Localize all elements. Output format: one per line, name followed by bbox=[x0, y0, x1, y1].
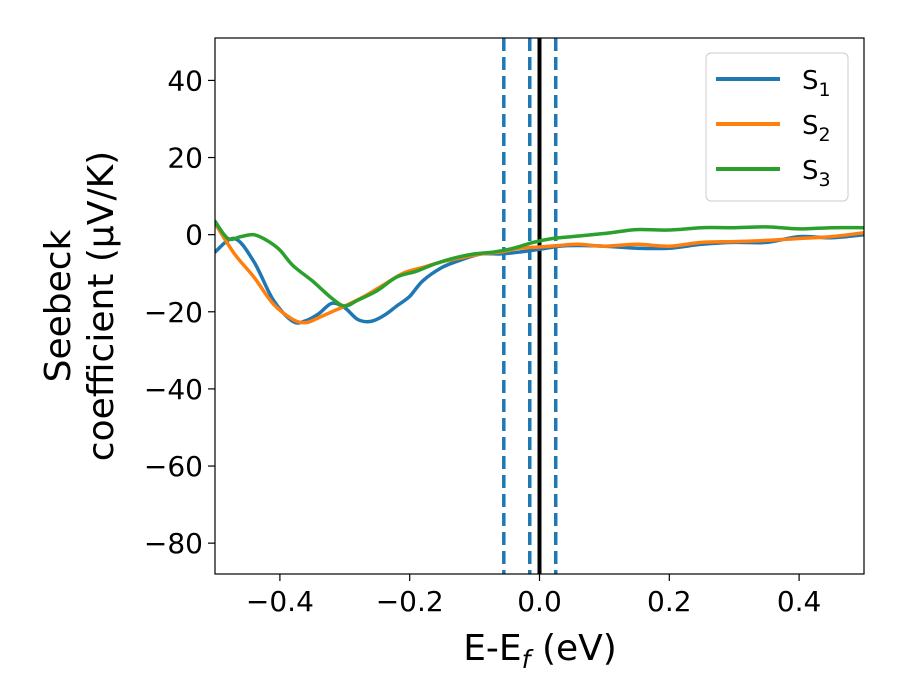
legend: S1 S2 S3 bbox=[705, 52, 849, 202]
x-axis-title: E-Ef (eV) bbox=[463, 628, 617, 674]
series-line-s1 bbox=[215, 232, 864, 325]
x-axis-label-main: E-E bbox=[463, 628, 521, 669]
legend-label-s2: S2 bbox=[802, 111, 831, 146]
legend-label-s3: S3 bbox=[802, 156, 831, 191]
x-axis-label-unit bbox=[530, 628, 541, 669]
y-tick-label: −20 bbox=[144, 296, 203, 329]
legend-box bbox=[705, 52, 849, 202]
axis-ticks: −0.4 −0.2 0.0 0.2 0.4 −80 −60 −40 −20 0 20 40 bbox=[144, 64, 821, 618]
y-tick-label: 40 bbox=[167, 64, 203, 97]
x-tick-label: 0.0 bbox=[517, 585, 562, 618]
series-line-s3 bbox=[215, 219, 864, 308]
legend-label-s1: S1 bbox=[802, 66, 831, 101]
y-axis-title: Seebeck coefficient (μV/K) bbox=[38, 151, 122, 461]
y-tick-label: −80 bbox=[144, 527, 203, 560]
y-tick-label: 0 bbox=[185, 219, 203, 252]
y-tick-label: 20 bbox=[167, 142, 203, 175]
y-axis-title-line2: coefficient (μV/K) bbox=[81, 151, 122, 461]
y-axis-title-line1: Seebeck bbox=[38, 229, 79, 382]
x-axis-label-unit-text: (eV) bbox=[542, 628, 617, 669]
x-tick-label: −0.4 bbox=[246, 585, 314, 618]
y-tick-label: −40 bbox=[144, 373, 203, 406]
x-tick-label: 0.4 bbox=[777, 585, 822, 618]
x-tick-label: 0.2 bbox=[647, 585, 692, 618]
x-tick-label: −0.2 bbox=[376, 585, 444, 618]
plot-area bbox=[215, 38, 864, 574]
y-tick-label: −60 bbox=[144, 450, 203, 483]
